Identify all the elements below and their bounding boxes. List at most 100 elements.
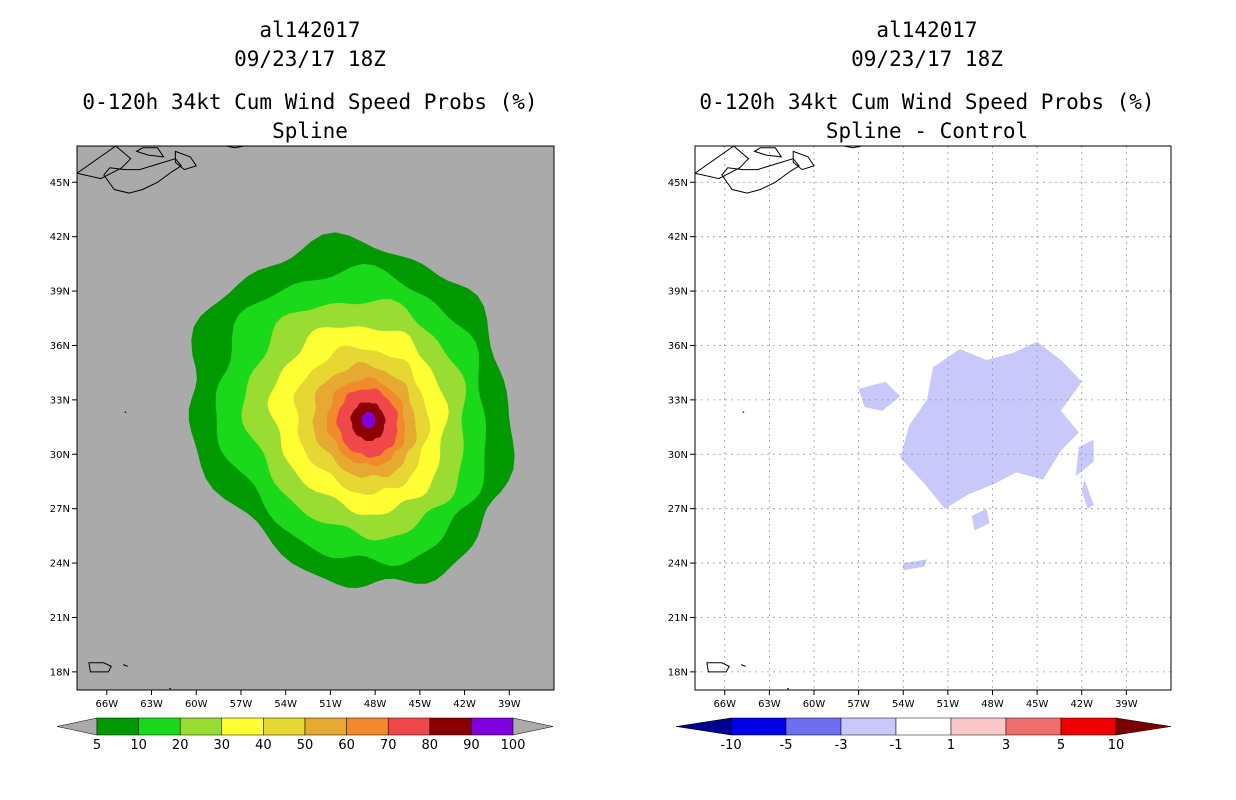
panel1-colorbar: 5 10 20 30 40 50 60 70 80 90 100 bbox=[56, 717, 554, 753]
difference-region bbox=[900, 341, 1082, 509]
colorbar-swatch bbox=[387, 717, 431, 736]
contour-90 bbox=[361, 411, 376, 429]
x-tick-label: 51W bbox=[937, 699, 960, 710]
colorbar-label: -10 bbox=[720, 738, 741, 753]
colorbar-extend-low bbox=[56, 717, 98, 736]
y-tick-label: 42N bbox=[50, 232, 70, 243]
colorbar-label: 3 bbox=[1002, 738, 1010, 753]
coastline-newBrunswick bbox=[77, 146, 132, 180]
colorbar-label: 1 bbox=[947, 738, 955, 753]
difference-region bbox=[903, 559, 927, 571]
coastline-newfoundland bbox=[843, 146, 862, 149]
x-tick-label: 63W bbox=[140, 699, 163, 710]
coastline-pei bbox=[135, 147, 165, 158]
y-tick-label: 45N bbox=[50, 178, 70, 189]
colorbar-swatch bbox=[1060, 717, 1117, 736]
y-tick-label: 18N bbox=[50, 667, 70, 678]
y-tick-label: 18N bbox=[668, 667, 688, 678]
colorbar-label: 100 bbox=[501, 738, 526, 753]
panel2-datetime: 09/23/17 18Z bbox=[851, 47, 1003, 71]
colorbar-label: 80 bbox=[422, 738, 439, 753]
x-tick-label: 42W bbox=[453, 699, 476, 710]
colorbar-label: 30 bbox=[214, 738, 231, 753]
y-tick-label: 27N bbox=[50, 504, 70, 515]
y-tick-label: 36N bbox=[668, 341, 688, 352]
colorbar-swatch bbox=[179, 717, 223, 736]
coastline-puertoRico bbox=[88, 662, 112, 673]
coastline-puertoRico bbox=[706, 662, 730, 673]
colorbar-label: -1 bbox=[890, 738, 903, 753]
panel2-subtitle: Spline - Control bbox=[825, 119, 1029, 143]
colorbar-extend-high bbox=[512, 717, 554, 736]
x-tick-label: 51W bbox=[319, 699, 342, 710]
difference-region bbox=[971, 508, 990, 531]
colorbar-swatch bbox=[429, 717, 472, 736]
panel1-plot-area bbox=[77, 146, 554, 690]
panel2-axes: 66W 63W 60W 57W 54W 51W 48W 45W 42W 39W 45N 42N 39N 3… bbox=[668, 178, 1138, 710]
difference-region bbox=[1081, 479, 1094, 509]
coastline-virginIslands bbox=[123, 664, 128, 667]
x-tick-label: 54W bbox=[274, 699, 297, 710]
y-tick-label: 24N bbox=[668, 559, 688, 570]
x-tick-label: 48W bbox=[364, 699, 387, 710]
x-tick-label: 66W bbox=[96, 699, 119, 710]
coastline-capeBreton bbox=[792, 150, 815, 171]
y-tick-label: 27N bbox=[668, 504, 688, 515]
colorbar-label: 5 bbox=[93, 738, 101, 753]
coastline-newfoundland bbox=[226, 146, 245, 149]
coastline-novaScotia bbox=[103, 158, 183, 194]
coastline-bermuda bbox=[742, 411, 745, 414]
colorbar-swatch bbox=[895, 717, 952, 736]
colorbar-extend-high bbox=[1115, 717, 1172, 736]
difference-region bbox=[1075, 439, 1094, 476]
panel2-product-title: 0-120h 34kt Cum Wind Speed Probs (%) bbox=[699, 90, 1155, 114]
coastline-newBrunswick bbox=[695, 146, 750, 180]
coastline-antigua bbox=[169, 687, 172, 690]
colorbar-swatch bbox=[304, 717, 347, 736]
colorbar-label: 70 bbox=[380, 738, 397, 753]
y-tick-label: 33N bbox=[50, 395, 70, 406]
colorbar-swatch bbox=[138, 717, 181, 736]
colorbar-label: 60 bbox=[338, 738, 355, 753]
colorbar-label: 20 bbox=[172, 738, 189, 753]
colorbar-label: -5 bbox=[780, 738, 793, 753]
panel1-subtitle: Spline bbox=[272, 119, 348, 143]
panel2-frame bbox=[694, 145, 1172, 691]
x-tick-label: 39W bbox=[498, 699, 521, 710]
x-tick-label: 42W bbox=[1070, 699, 1093, 710]
colorbar-swatch bbox=[840, 717, 897, 736]
colorbar-label: -3 bbox=[835, 738, 848, 753]
x-tick-label: 54W bbox=[892, 699, 915, 710]
colorbar-swatch bbox=[263, 717, 306, 736]
x-tick-label: 63W bbox=[758, 699, 781, 710]
panel1-axes: 66W 63W 60W 57W 54W 51W 48W 45W 42W 39W 45N 42N 39N 3… bbox=[50, 178, 521, 710]
colorbar-swatch bbox=[471, 717, 514, 736]
y-tick-label: 42N bbox=[668, 232, 688, 243]
colorbar-swatch bbox=[221, 717, 264, 736]
x-tick-label: 60W bbox=[185, 699, 208, 710]
y-tick-label: 30N bbox=[668, 450, 688, 461]
colorbar-label: 5 bbox=[1057, 738, 1065, 753]
coastline-pei bbox=[753, 147, 783, 158]
coastline-antigua bbox=[786, 687, 789, 690]
colorbar-swatch bbox=[346, 717, 389, 736]
colorbar-label: 10 bbox=[1108, 738, 1125, 753]
panel2-plot-area bbox=[695, 146, 1171, 690]
coastline-novaScotia bbox=[721, 158, 800, 194]
colorbar-swatch bbox=[1005, 717, 1062, 736]
y-tick-label: 33N bbox=[668, 395, 688, 406]
y-tick-label: 21N bbox=[668, 613, 688, 624]
coastline-capeBreton bbox=[174, 150, 198, 171]
colorbar-label: 90 bbox=[463, 738, 480, 753]
panel2-gridlines bbox=[695, 146, 1171, 690]
panel2-storm-id: al142017 bbox=[876, 18, 978, 42]
coastline-bermuda bbox=[124, 411, 127, 414]
x-tick-label: 57W bbox=[847, 699, 870, 710]
panel1-datetime: 09/23/17 18Z bbox=[234, 47, 386, 71]
y-tick-label: 39N bbox=[668, 287, 688, 298]
y-tick-label: 30N bbox=[50, 450, 70, 461]
panel1-storm-id: al142017 bbox=[259, 18, 361, 42]
colorbar-swatch bbox=[785, 717, 842, 736]
coastline-virginIslands bbox=[740, 664, 746, 667]
